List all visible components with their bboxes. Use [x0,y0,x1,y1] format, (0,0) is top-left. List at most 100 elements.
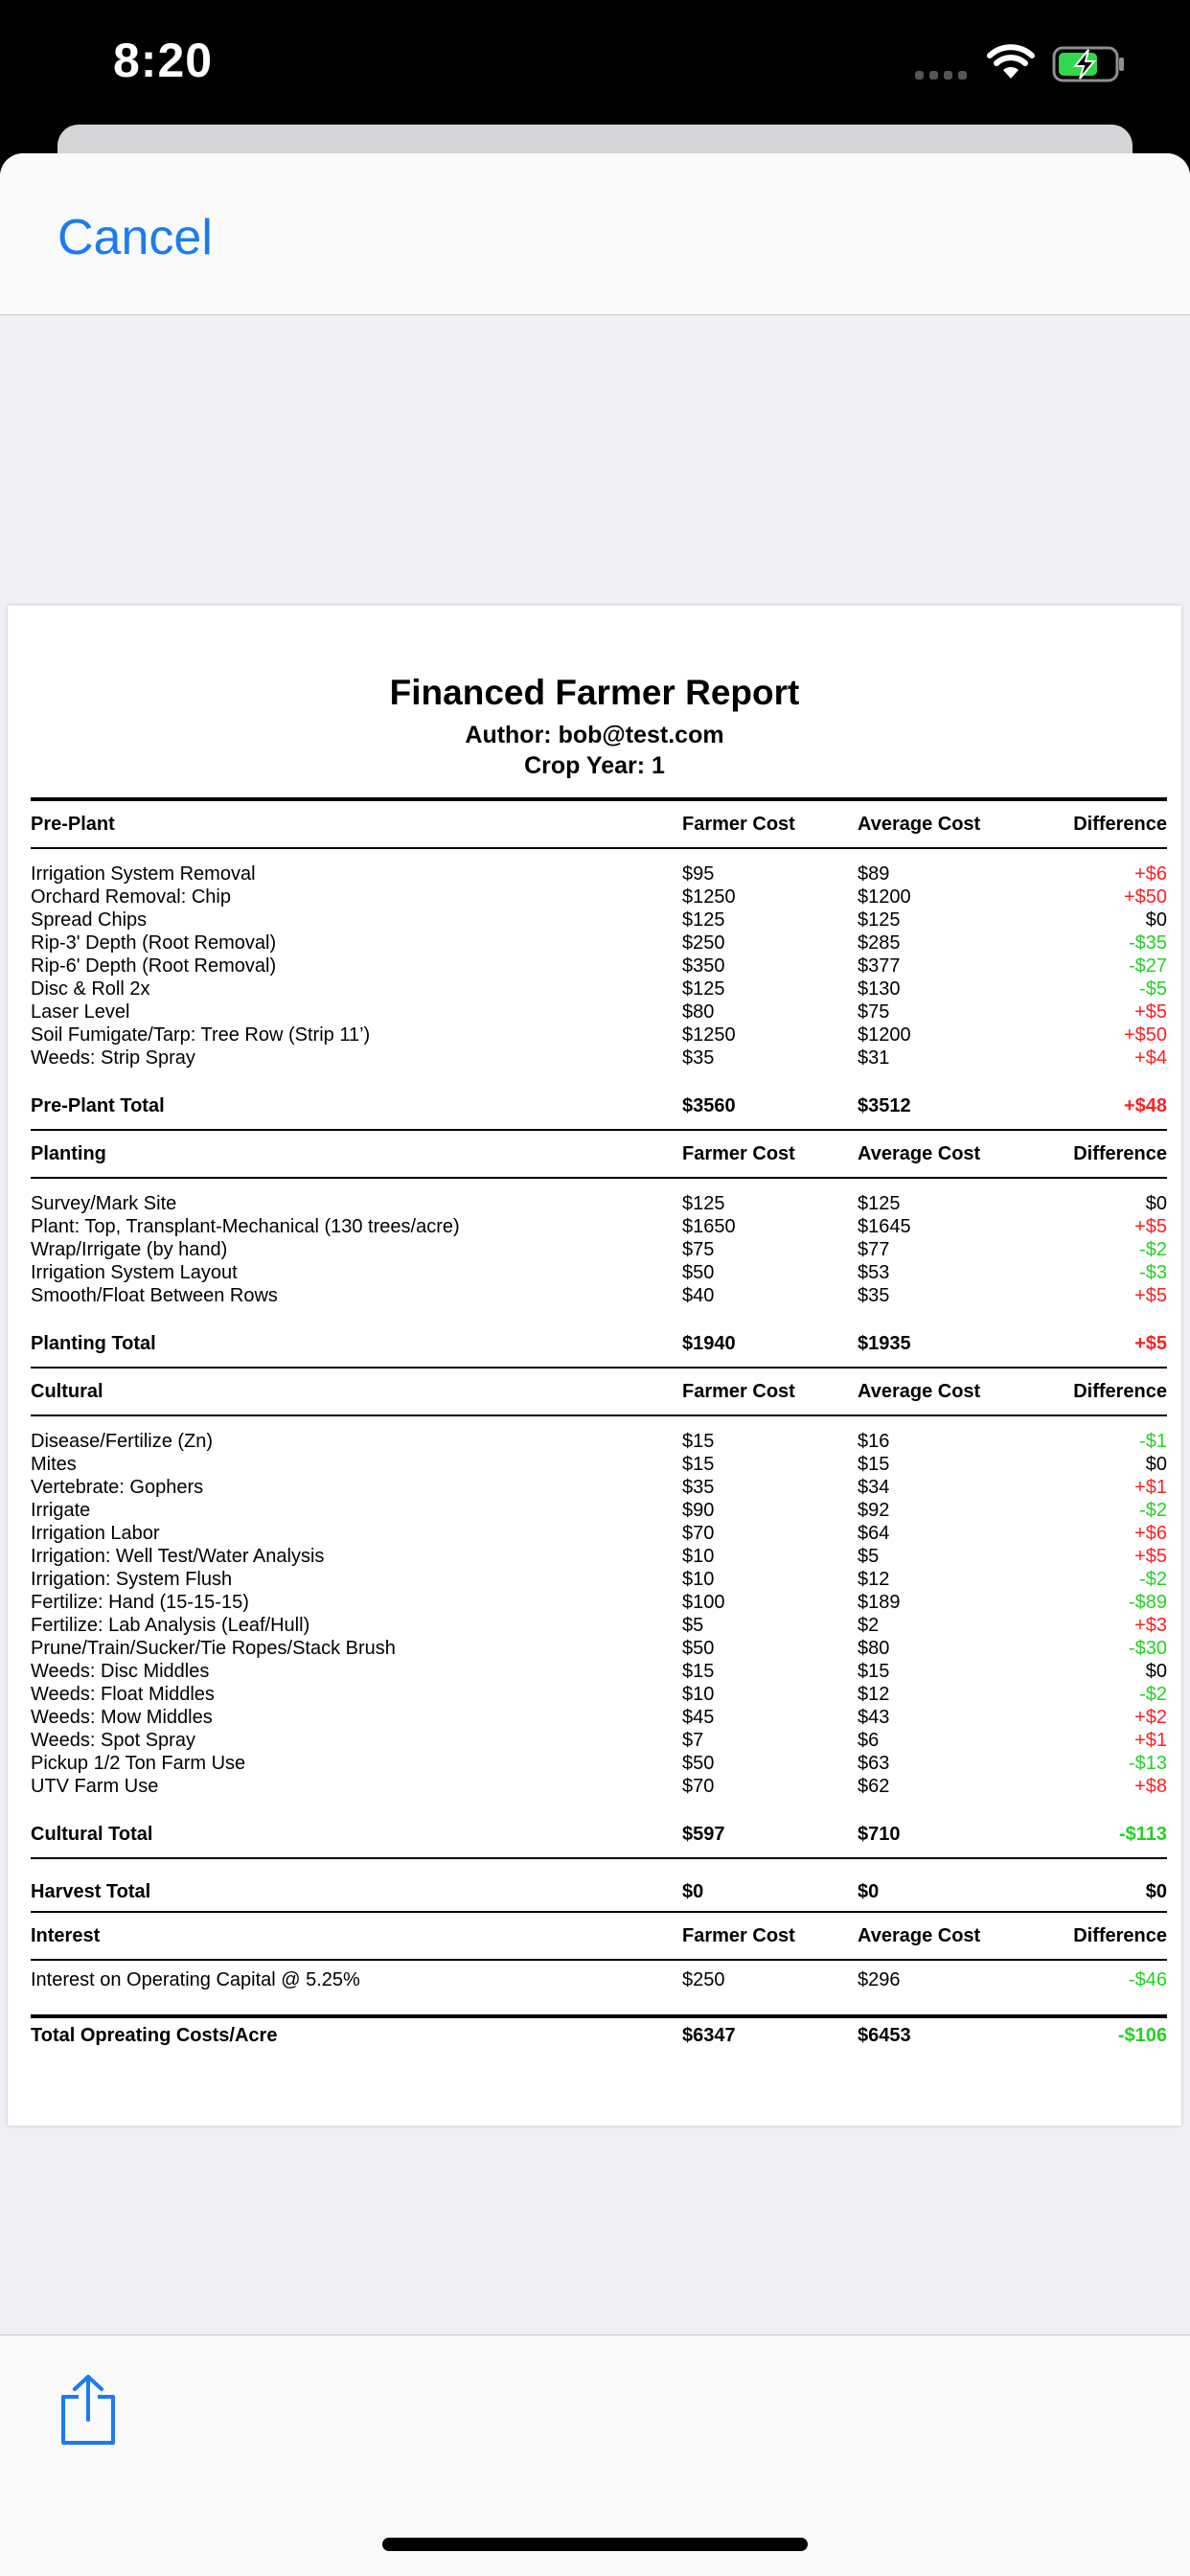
cell-farmer: $70 [682,1522,715,1544]
table-row: Irrigation: Well Test/Water Analysis $10 $… [31,1545,1167,1568]
table-row: Disc & Roll 2x $125 $130 -$5 [31,978,1167,1000]
cell-diff: -$3 [1139,1261,1167,1283]
table-row: Weeds: Mow Middles $45 $43 +$2 [31,1706,1167,1729]
section-header: Cultural Farmer Cost Average Cost Differ… [31,1380,1167,1402]
cell-avg: $35 [858,1284,890,1306]
cell-name: Disease/Fertilize (Zn) [31,1430,214,1452]
cell-farmer: $10 [682,1545,715,1567]
section-header: Pre-Plant Farmer Cost Average Cost Diffe… [31,813,1167,835]
cell-name: Orchard Removal: Chip [31,886,231,908]
cell-farmer: $125 [682,908,725,931]
cell-diff: -$2 [1139,1683,1167,1705]
cell-diff: +$5 [1134,1215,1167,1237]
cell-name: Vertebrate: Gophers [31,1476,204,1498]
table-row: Wrap/Irrigate (by hand) $75 $77 -$2 [31,1238,1167,1261]
interest-items: Interest on Operating Capital @ 5.25% $25… [31,1968,1167,1991]
cancel-button[interactable]: Cancel [57,210,213,265]
cell-avg: $43 [858,1706,890,1728]
table-row: Weeds: Spot Spray $7 $6 +$1 [31,1729,1167,1752]
cell-diff: +$3 [1134,1614,1167,1636]
cell-name: Rip-3' Depth (Root Removal) [31,932,277,954]
cell-diff: +$2 [1134,1706,1167,1728]
divider [31,1414,1167,1416]
table-row: Weeds: Disc Middles $15 $15 $0 [31,1660,1167,1683]
cell-diff: $0 [1145,908,1167,931]
cell-farmer: $1250 [682,886,736,908]
cell-avg: $130 [858,978,901,1000]
harvest-total-row: Harvest Total $0 $0 $0 [31,1880,1167,1902]
cell-avg: $189 [858,1591,901,1613]
grand-total-row: Total Opreating Costs/Acre $6347 $6453 -… [31,2024,1167,2046]
cell-diff: $0 [1145,1660,1167,1682]
cell-name: Laser Level [31,1000,130,1023]
cell-name: Mites [31,1453,77,1475]
cellular-signal-icon [915,71,967,80]
table-row: Disease/Fertilize (Zn) $15 $16 -$1 [31,1430,1167,1453]
cell-farmer: $35 [682,1046,715,1069]
cell-name: Irrigation: System Flush [31,1568,233,1590]
cell-name: Irrigation System Layout [31,1261,238,1283]
cell-farmer: $7 [682,1729,704,1751]
section-header: Interest Farmer Cost Average Cost Differ… [31,1924,1167,1946]
cell-name: Irrigation Labor [31,1522,160,1544]
cell-farmer: $90 [682,1499,715,1521]
cell-name: Fertilize: Lab Analysis (Leaf/Hull) [31,1614,310,1636]
cell-avg: $75 [858,1000,890,1023]
cell-avg: $89 [858,862,890,885]
report-crop-year: Crop Year: 1 [524,752,665,779]
document-preview-sheet: Cancel Financed Farmer Report Author: bo… [0,153,1190,2576]
table-row: Prune/Train/Sucker/Tie Ropes/Stack Brush… [31,1637,1167,1660]
cell-name: Survey/Mark Site [31,1192,177,1214]
table-row: Mites $15 $15 $0 [31,1453,1167,1476]
share-icon[interactable] [57,2374,119,2447]
table-row: Irrigation: System Flush $10 $12 -$2 [31,1568,1167,1591]
table-row: Laser Level $80 $75 +$5 [31,1000,1167,1024]
bottom-toolbar [0,2334,1190,2576]
cell-diff: +$5 [1134,1000,1167,1023]
cell-farmer: $95 [682,862,715,885]
cell-farmer: $250 [682,932,725,954]
status-time: 8:20 [113,34,214,87]
table-row: Irrigate $90 $92 -$2 [31,1499,1167,1522]
divider [31,1959,1167,1961]
cell-diff: +$5 [1134,1284,1167,1306]
cell-name: Weeds: Spot Spray [31,1729,195,1751]
cell-name: UTV Farm Use [31,1775,159,1797]
cell-avg: $1645 [858,1215,911,1237]
cell-name: Wrap/Irrigate (by hand) [31,1238,228,1260]
cell-name: Interest on Operating Capital @ 5.25% [31,1968,360,1990]
cell-farmer: $100 [682,1591,725,1613]
cell-avg: $2 [858,1614,880,1636]
cell-diff: +$6 [1134,1522,1167,1544]
table-row: Survey/Mark Site $125 $125 $0 [31,1192,1167,1215]
cell-diff: $0 [1145,1192,1167,1214]
cell-diff: -$2 [1139,1499,1167,1521]
navigation-bar: Cancel [0,153,1190,315]
cell-name: Smooth/Float Between Rows [31,1284,278,1306]
cell-name: Pickup 1/2 Ton Farm Use [31,1752,246,1774]
cell-farmer: $80 [682,1000,715,1023]
cell-name: Plant: Top, Transplant-Mechanical (130 t… [31,1215,460,1237]
cell-name: Soil Fumigate/Tarp: Tree Row (Strip 11’) [31,1024,371,1046]
cell-diff: +$1 [1134,1729,1167,1751]
cell-diff: +$5 [1134,1545,1167,1567]
cell-farmer: $250 [682,1968,725,1990]
cell-farmer: $125 [682,1192,725,1214]
cell-avg: $92 [858,1499,890,1521]
cell-avg: $77 [858,1238,890,1260]
cell-farmer: $125 [682,978,725,1000]
cell-name: Prune/Train/Sucker/Tie Ropes/Stack Brush [31,1637,396,1659]
wifi-icon [987,44,1035,79]
battery-charging-icon [1052,46,1124,82]
divider [31,797,1167,801]
cell-diff: +$50 [1123,1024,1167,1046]
home-indicator [382,2538,808,2551]
cell-avg: $1200 [858,1024,911,1046]
table-row: Smooth/Float Between Rows $40 $35 +$5 [31,1284,1167,1307]
divider [31,1177,1167,1179]
table-row: Weeds: Strip Spray $35 $31 +$4 [31,1046,1167,1070]
cell-name: Disc & Roll 2x [31,978,150,1000]
cell-diff: -$27 [1128,954,1167,977]
cell-diff: -$1 [1139,1430,1167,1452]
table-row: Rip-3' Depth (Root Removal) $250 $285 -$35 [31,932,1167,954]
